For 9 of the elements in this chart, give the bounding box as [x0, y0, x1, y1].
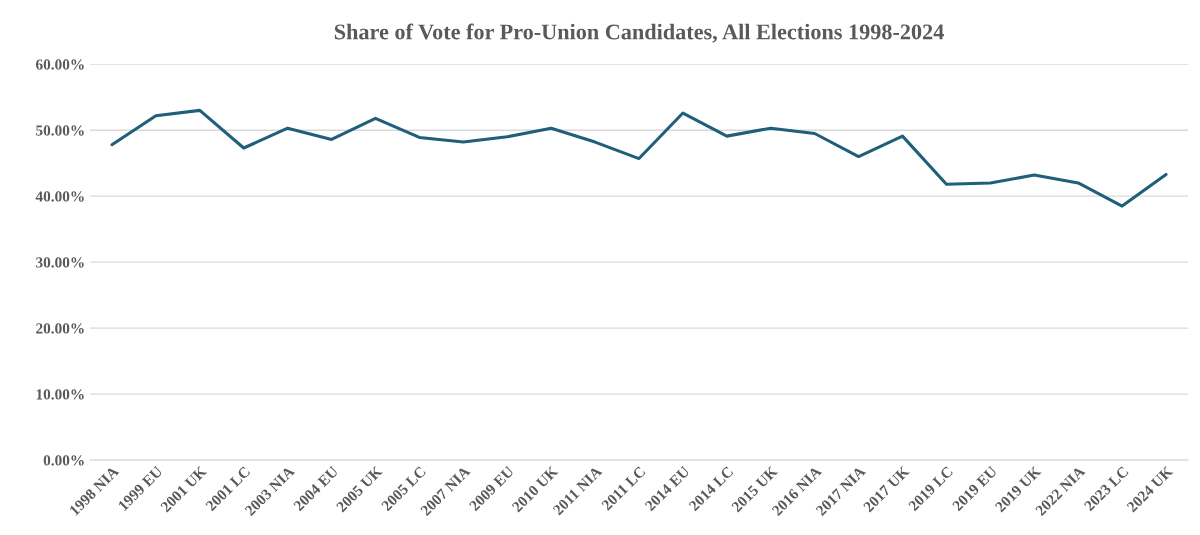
y-tick-label: 10.00%: [36, 389, 84, 400]
y-tick-label: 60.00%: [36, 59, 84, 70]
y-tick-label: 0.00%: [43, 455, 84, 466]
y-tick-label: 20.00%: [36, 323, 84, 334]
y-tick-label: 30.00%: [36, 257, 84, 268]
chart-title: Share of Vote for Pro-Union Candidates, All Elections 1998-2024: [334, 23, 944, 43]
line-series: [110, 108, 1168, 208]
y-tick-label: 50.00%: [36, 125, 84, 136]
y-tick-label: 40.00%: [35, 191, 84, 202]
